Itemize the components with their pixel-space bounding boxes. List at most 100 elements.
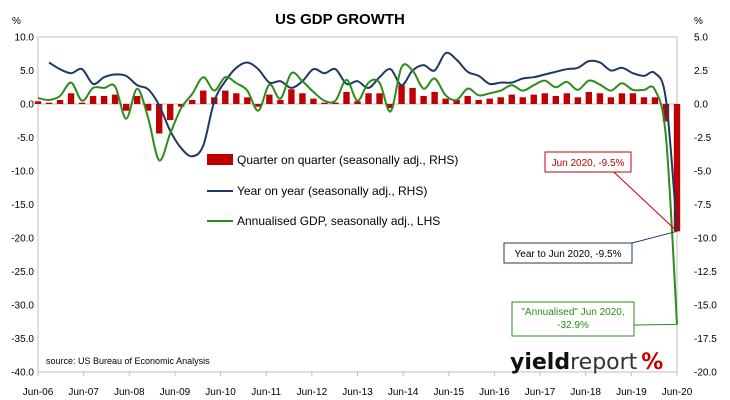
callout-leader [633,323,678,326]
qoq-bar [398,85,405,104]
qoq-bar [34,101,42,104]
left-axis-unit: % [12,16,21,27]
qoq-bar [629,93,637,104]
logo-percent-icon: % [641,350,663,375]
left-tick-label: 10.0 [15,33,35,44]
annualised-gdp-line [37,63,678,325]
logo-word-yield: yield [510,350,570,375]
qoq-bar [442,98,449,104]
callout-text: -32.9% [557,320,589,331]
legend: Quarter on quarter (seasonally adj., RHS… [207,153,458,228]
x-tick-label: Jun-19 [616,387,647,398]
x-tick-label: Jun-06 [23,387,54,398]
qoq-bar [332,102,339,104]
qoq-bar [266,94,273,104]
callouts: Jun 2020, -9.5% Year to Jun 2020, -9.5% "A… [503,151,678,337]
left-tick-label: -10.0 [11,167,34,178]
qoq-bar [607,97,615,104]
qoq-bar [673,104,681,232]
left-axis-ticks: 10.0 5.0 0.0 -5.0 -10.0 -15.0 -20.0 -25.0 -30.0 -… [11,33,34,379]
callout-leader [613,171,678,232]
x-tick-label: Jun-17 [525,387,556,398]
qoq-bar [365,93,372,104]
left-tick-label: -20.0 [11,234,34,245]
qoq-bar [354,101,361,104]
left-tick-label: 0.0 [20,100,34,111]
right-tick-label: 2.5 [694,66,708,77]
x-tick-label: Jun-16 [479,387,510,398]
callout-box [544,151,632,173]
qoq-bar [497,97,504,104]
right-tick-label: -20.0 [694,368,717,379]
source-note: source: US Bureau of Economic Analysis [46,356,210,366]
qoq-bar [563,93,571,104]
qoq-bar [519,97,526,104]
yieldreport-logo: yieldreport% [510,350,663,375]
left-tick-label: -15.0 [11,200,34,211]
line-series [37,51,678,325]
legend-swatch-bar [207,154,233,165]
qoq-bar [387,104,394,109]
qoq-bar [640,97,648,104]
qoq-bar [144,104,152,111]
callout-leader [631,230,678,244]
qoq-bar [420,95,427,104]
qoq-bar [310,98,317,104]
qoq-bar [78,102,86,104]
x-tick-label: Jun-07 [68,387,99,398]
qoq-bar [255,104,262,107]
qoq-bar [244,97,251,104]
right-tick-label: 0.0 [694,100,708,111]
qoq-bar [618,93,626,104]
callout-box [511,301,635,337]
right-tick-label: -5.0 [694,167,712,178]
left-tick-label: -5.0 [17,133,35,144]
left-tick-label: -40.0 [11,368,34,379]
qoq-bar [189,99,196,104]
x-tick-label: Jun-11 [251,387,281,398]
callout-text: Year to Jun 2020, -9.5% [515,249,622,260]
qoq-bar [376,93,383,104]
qoq-bar [288,89,295,104]
qoq-bar [155,104,163,134]
right-tick-label: -15.0 [694,301,717,312]
right-axis-ticks: 5.0 2.5 0.0 -2.5 -5.0 -7.5 -10.0 -12.5 -15.0 -17.… [694,33,717,379]
qoq-bar [67,93,75,104]
right-tick-label: -2.5 [694,133,712,144]
qoq-bar [100,95,108,104]
qoq-bar [431,91,438,104]
x-tick-label: Jun-13 [342,387,373,398]
left-tick-label: -30.0 [11,301,34,312]
x-tick-label: Jun-09 [160,387,191,398]
qoq-bar [321,102,328,104]
qoq-bar [464,95,471,104]
right-tick-label: -10.0 [694,234,717,245]
qoq-bar [475,99,482,104]
bar-series [34,85,681,232]
right-tick-label: 5.0 [694,33,708,44]
legend-label: Annualised GDP, seasonally adj., LHS [237,214,440,228]
right-tick-label: -17.5 [694,334,717,345]
qoq-bar [530,94,537,104]
left-tick-label: -25.0 [11,267,34,278]
x-tick-label: Jun-18 [570,387,601,398]
x-tick-label: Jun-12 [297,387,328,398]
qoq-bar [167,104,174,121]
qoq-bar [222,90,229,104]
x-tick-label: Jun-10 [205,387,236,398]
qoq-bar [486,98,493,104]
qoq-bar [574,97,582,104]
left-tick-label: -35.0 [11,334,34,345]
qoq-bar [299,93,306,104]
qoq-bar [541,93,548,104]
qoq-bar [89,95,97,104]
qoq-bar [111,94,119,104]
qoq-bar [233,93,240,104]
qoq-bar [178,104,185,107]
qoq-bar [56,99,64,104]
qoq-bar [508,94,515,104]
qoq-bar [133,95,141,104]
right-tick-label: -7.5 [694,200,712,211]
qoq-bar [343,91,350,104]
